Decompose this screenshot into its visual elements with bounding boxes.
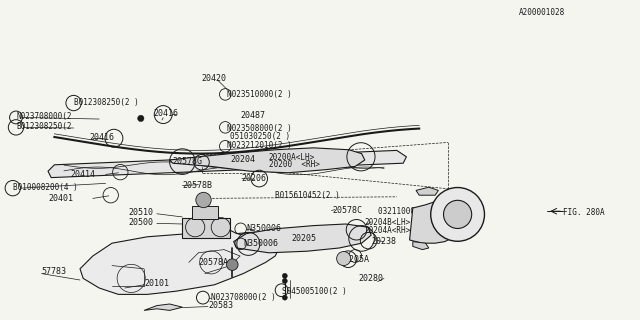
Polygon shape: [48, 150, 406, 178]
Text: N023212010(2 ): N023212010(2 ): [227, 141, 292, 150]
Polygon shape: [410, 190, 477, 243]
Polygon shape: [170, 148, 365, 173]
Polygon shape: [413, 242, 429, 250]
Text: FIG. 280A: FIG. 280A: [563, 208, 605, 217]
Polygon shape: [144, 304, 182, 310]
Circle shape: [431, 188, 484, 241]
Circle shape: [196, 192, 211, 208]
Text: 20414: 20414: [70, 170, 95, 179]
Circle shape: [282, 273, 287, 278]
Text: 20510: 20510: [128, 208, 153, 217]
Text: B012308250(2: B012308250(2: [16, 122, 72, 131]
Text: N350006: N350006: [246, 224, 282, 233]
Text: 20578B: 20578B: [182, 181, 212, 190]
Text: 20487: 20487: [240, 111, 265, 120]
Circle shape: [444, 200, 472, 228]
Text: A200001028: A200001028: [518, 8, 564, 17]
Text: N023508000(2 ): N023508000(2 ): [227, 124, 292, 132]
Text: 20416: 20416: [154, 109, 179, 118]
Circle shape: [227, 259, 238, 270]
Text: 20101: 20101: [144, 279, 169, 288]
Circle shape: [337, 252, 351, 266]
Text: N023708000(2: N023708000(2: [16, 112, 72, 121]
Text: 20205A: 20205A: [339, 255, 369, 264]
Text: 20204A<RH>: 20204A<RH>: [365, 226, 411, 235]
Text: 20205: 20205: [291, 234, 316, 243]
Circle shape: [282, 278, 287, 284]
Text: 20200  <RH>: 20200 <RH>: [269, 160, 319, 169]
Text: 20206: 20206: [242, 174, 267, 183]
Text: 20416: 20416: [90, 133, 115, 142]
Polygon shape: [416, 187, 438, 195]
Text: 20238: 20238: [371, 237, 396, 246]
Text: 20578A: 20578A: [198, 258, 228, 267]
Polygon shape: [80, 230, 282, 294]
Text: 20420: 20420: [202, 74, 227, 83]
Text: N023708000(2 ): N023708000(2 ): [211, 293, 276, 302]
Text: 57783: 57783: [42, 268, 67, 276]
Text: 20280: 20280: [358, 274, 383, 283]
Text: 20583: 20583: [208, 301, 233, 310]
Polygon shape: [234, 224, 371, 253]
Text: 20204B<LH>: 20204B<LH>: [365, 218, 411, 227]
Text: 20578G: 20578G: [173, 157, 203, 166]
Text: 20500: 20500: [128, 218, 153, 227]
Text: 051030250(2 ): 051030250(2 ): [230, 132, 291, 141]
Circle shape: [282, 295, 287, 300]
Bar: [182, 218, 230, 238]
Bar: [192, 206, 218, 219]
Text: 20200A<LH>: 20200A<LH>: [269, 153, 315, 162]
Text: B012308250(2 ): B012308250(2 ): [74, 98, 138, 107]
Text: 032110000(2 ): 032110000(2 ): [378, 207, 438, 216]
Text: B010008200(4 ): B010008200(4 ): [13, 183, 77, 192]
Text: 20578C: 20578C: [333, 206, 363, 215]
Text: 20204: 20204: [230, 155, 255, 164]
Text: N350006: N350006: [243, 239, 278, 248]
Text: N023510000(2 ): N023510000(2 ): [227, 90, 292, 99]
Text: B015610452(2 ): B015610452(2 ): [275, 191, 340, 200]
Text: 20401: 20401: [48, 194, 73, 203]
Circle shape: [138, 115, 144, 122]
Text: S045005100(2 ): S045005100(2 ): [282, 287, 346, 296]
